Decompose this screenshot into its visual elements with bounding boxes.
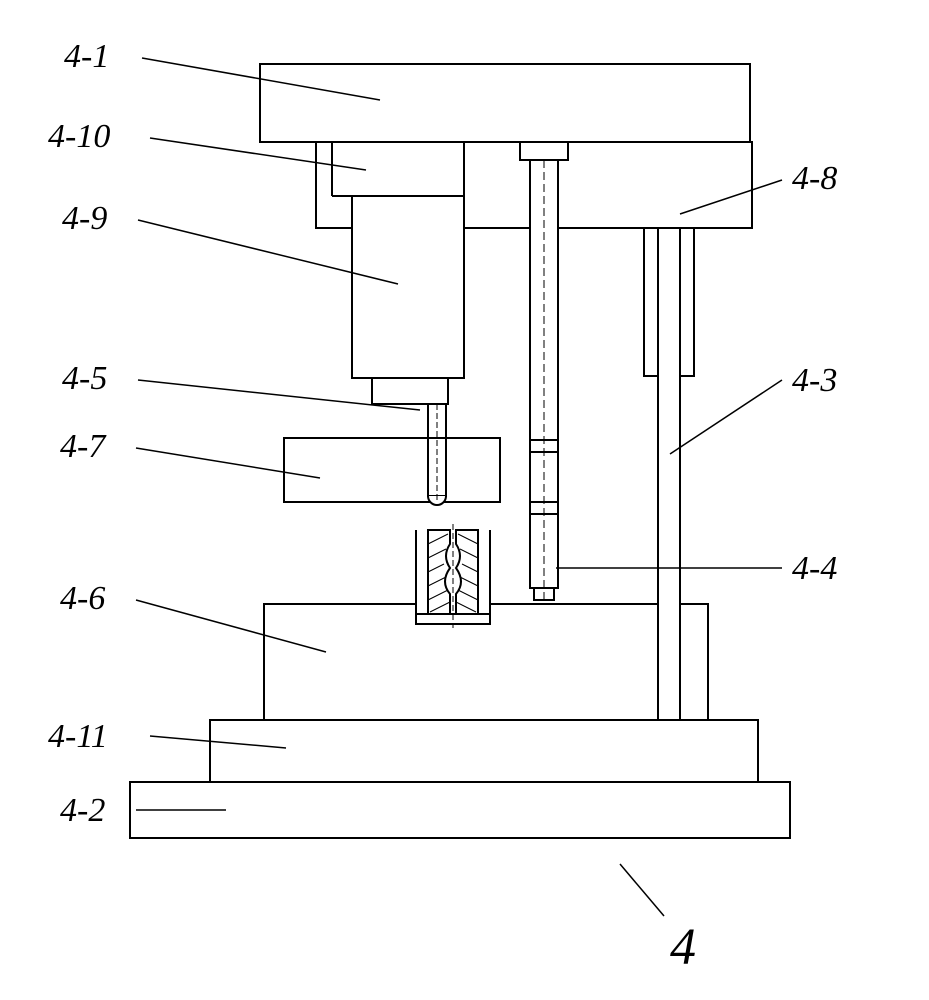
guide-column: [644, 228, 694, 720]
label-4-11: 4-11: [48, 718, 108, 756]
press-body: [352, 196, 464, 378]
pin: [428, 404, 446, 505]
label-4-8: 4-8: [792, 160, 837, 198]
base-plate: [130, 782, 790, 838]
label-4-7: 4-7: [60, 428, 105, 466]
pad-block: [210, 720, 758, 782]
top-plate: [260, 64, 750, 142]
label-4-6: 4-6: [60, 580, 105, 618]
label-4-2: 4-2: [60, 792, 105, 830]
label-4-5: 4-5: [62, 360, 107, 398]
label-4-9: 4-9: [62, 200, 107, 238]
label-4-1: 4-1: [64, 38, 109, 76]
diagram-canvas: [0, 0, 929, 1000]
press-foot: [372, 378, 448, 404]
bolt: [520, 142, 568, 600]
mid-block: [284, 438, 500, 502]
label-4-3: 4-3: [792, 362, 837, 400]
work-insert: [416, 524, 490, 628]
label-4-10: 4-10: [48, 118, 110, 156]
label-4: 4: [670, 918, 696, 977]
label-4-4: 4-4: [792, 550, 837, 588]
